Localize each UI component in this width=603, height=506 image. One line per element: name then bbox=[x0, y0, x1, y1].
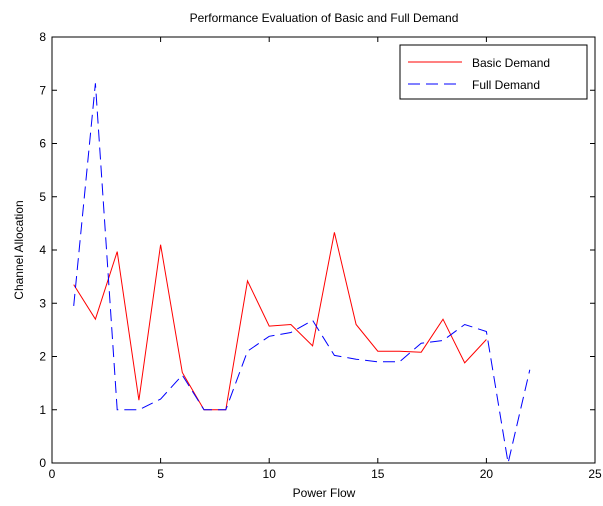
y-tick-label: 4 bbox=[39, 243, 46, 257]
legend-label: Full Demand bbox=[472, 78, 540, 92]
y-tick-label: 6 bbox=[39, 137, 46, 151]
x-tick-label: 0 bbox=[49, 467, 56, 481]
x-tick-label: 5 bbox=[157, 467, 164, 481]
x-tick-label: 25 bbox=[588, 467, 602, 481]
x-tick-label: 15 bbox=[371, 467, 385, 481]
x-axis: 0 5 10 15 20 25 bbox=[49, 37, 602, 481]
series-line-basic-demand bbox=[73, 232, 487, 411]
x-tick-label: 20 bbox=[480, 467, 494, 481]
y-tick-label: 2 bbox=[39, 350, 46, 364]
series-lines bbox=[73, 83, 531, 464]
y-tick-label: 1 bbox=[39, 403, 46, 417]
y-tick-label: 7 bbox=[39, 83, 46, 97]
plot-area bbox=[51, 36, 596, 464]
legend-box bbox=[399, 44, 588, 100]
x-axis-label: Power Flow bbox=[293, 486, 356, 500]
y-axis: 0 1 2 3 4 5 6 7 8 bbox=[39, 30, 595, 470]
y-tick-label: 5 bbox=[39, 190, 46, 204]
y-tick-label: 3 bbox=[39, 296, 46, 310]
y-axis-label: Channel Allocation bbox=[12, 200, 26, 299]
legend-label: Basic Demand bbox=[472, 56, 550, 70]
legend: Basic Demand Full Demand bbox=[399, 44, 588, 100]
series-line-full-demand bbox=[73, 83, 531, 464]
y-tick-label: 0 bbox=[39, 456, 46, 470]
x-tick-label: 10 bbox=[263, 467, 277, 481]
y-tick-label: 8 bbox=[39, 30, 46, 44]
chart-title: Performance Evaluation of Basic and Full… bbox=[190, 11, 459, 25]
